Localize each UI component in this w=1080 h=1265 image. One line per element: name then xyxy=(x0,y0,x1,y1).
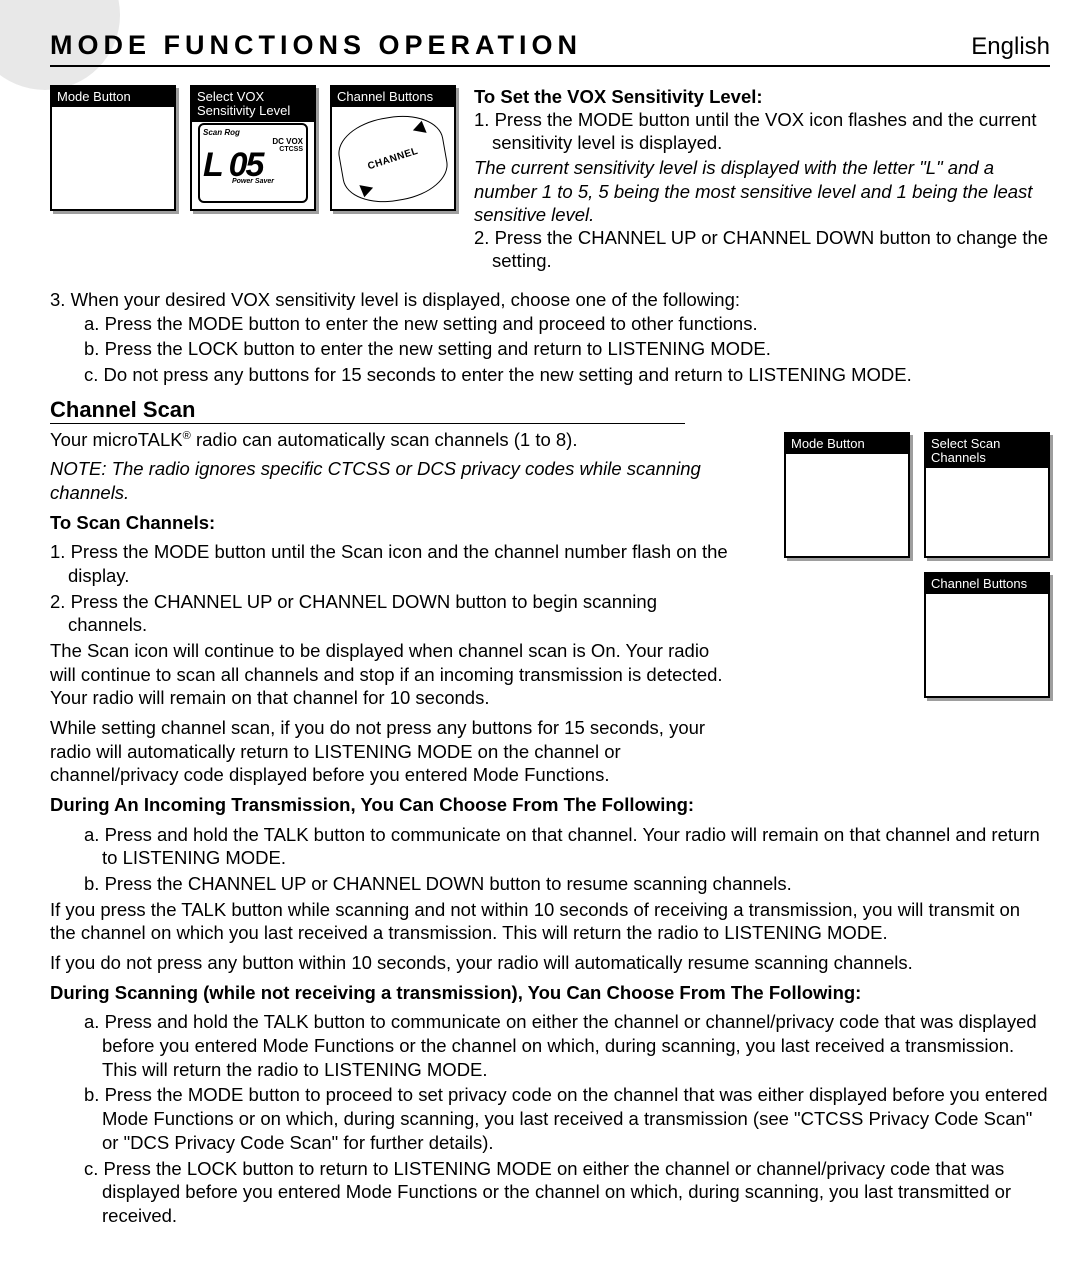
scan-para4: If you do not press any button within 10… xyxy=(50,951,1050,975)
scan-intro-pre: Your microTALK xyxy=(50,429,183,450)
lcd-level-display: L 05 xyxy=(203,151,303,180)
during-a: a. Press and hold the TALK button to com… xyxy=(84,1010,1050,1081)
illus-channel-buttons-2: Channel Buttons xyxy=(924,572,1050,698)
illus-label: Channel Buttons xyxy=(332,87,454,107)
scan-step2: 2. Press the CHANNEL UP or CHANNEL DOWN … xyxy=(50,590,730,637)
scan-right-illustrations: Mode Button Select Scan Channels Channel… xyxy=(750,428,1050,698)
scan-para2: While setting channel scan, if you do no… xyxy=(50,716,730,787)
illus-vox-sensitivity: Select VOX Sensitivity Level Scan Rog DC… xyxy=(190,85,316,211)
lcd-vox-text: DC VOX xyxy=(203,137,303,146)
scan-toscan-heading: To Scan Channels: xyxy=(50,511,730,535)
incoming-heading: During An Incoming Transmission, You Can… xyxy=(50,793,1050,817)
illus-label: Channel Buttons xyxy=(926,574,1048,594)
vox-step3c: c. Do not press any buttons for 15 secon… xyxy=(84,363,1050,387)
incoming-a: a. Press and hold the TALK button to com… xyxy=(84,823,1050,870)
illus-select-scan-channels: Select Scan Channels xyxy=(924,432,1050,558)
lcd-graphic: Scan Rog DC VOX CTCSS L 05 Power Saver xyxy=(198,123,308,203)
incoming-b: b. Press the CHANNEL UP or CHANNEL DOWN … xyxy=(84,872,1050,896)
illus-channel-buttons: Channel Buttons CHANNEL xyxy=(330,85,456,211)
vox-step3-block: 3. When your desired VOX sensitivity lev… xyxy=(50,288,1050,387)
page-language: English xyxy=(971,33,1050,61)
scan-note: NOTE: The radio ignores specific CTCSS o… xyxy=(50,457,730,504)
scan-para1: The Scan icon will continue to be displa… xyxy=(50,639,730,710)
scan-intro: Your microTALK® radio can automatically … xyxy=(50,428,730,452)
vox-step3b: b. Press the LOCK button to enter the ne… xyxy=(84,337,1050,361)
channel-label-text: CHANNEL xyxy=(366,146,419,173)
vox-step3a: a. Press the MODE button to enter the ne… xyxy=(84,312,1050,336)
page-header: MODE FUNCTIONS OPERATION English xyxy=(50,30,1050,67)
vox-step2: 2. Press the CHANNEL UP or CHANNEL DOWN … xyxy=(474,226,1050,272)
during-heading: During Scanning (while not receiving a t… xyxy=(50,981,1050,1005)
lcd-scan-text: Scan Rog xyxy=(203,128,303,137)
scan-para3: If you press the TALK button while scann… xyxy=(50,898,1050,945)
vox-note: The current sensitivity level is display… xyxy=(474,156,1050,225)
illus-label: Mode Button xyxy=(786,434,908,454)
during-b: b. Press the MODE button to proceed to s… xyxy=(84,1083,1050,1154)
scan-intro-post: radio can automatically scan channels (1… xyxy=(191,429,578,450)
illus-mode-button-2: Mode Button xyxy=(784,432,910,558)
vox-heading: To Set the VOX Sensitivity Level: xyxy=(474,85,1050,108)
page-title: MODE FUNCTIONS OPERATION xyxy=(50,30,582,61)
scan-full-width-text: During An Incoming Transmission, You Can… xyxy=(50,793,1050,1227)
scan-step1: 1. Press the MODE button until the Scan … xyxy=(50,540,730,587)
channel-down-icon xyxy=(357,185,373,198)
registered-mark: ® xyxy=(183,430,191,442)
channel-scan-section: Channel Scan Your microTALK® radio can a… xyxy=(50,397,1050,1228)
illus-label: Select Scan Channels xyxy=(926,434,1048,469)
scan-left-column: Your microTALK® radio can automatically … xyxy=(50,428,730,793)
vox-step3: 3. When your desired VOX sensitivity lev… xyxy=(50,288,1050,312)
illus-label: Mode Button xyxy=(52,87,174,107)
channel-up-icon xyxy=(413,120,429,133)
illus-label: Select VOX Sensitivity Level xyxy=(192,87,314,122)
vox-instructions-top: To Set the VOX Sensitivity Level: 1. Pre… xyxy=(470,85,1050,274)
channel-scan-title: Channel Scan xyxy=(50,397,685,424)
vox-step1: 1. Press the MODE button until the VOX i… xyxy=(474,108,1050,154)
channel-buttons-graphic: CHANNEL xyxy=(334,108,453,209)
top-illustration-row: Mode Button Select VOX Sensitivity Level… xyxy=(50,85,1050,274)
during-c: c. Press the LOCK button to return to LI… xyxy=(84,1157,1050,1228)
illus-mode-button: Mode Button xyxy=(50,85,176,211)
